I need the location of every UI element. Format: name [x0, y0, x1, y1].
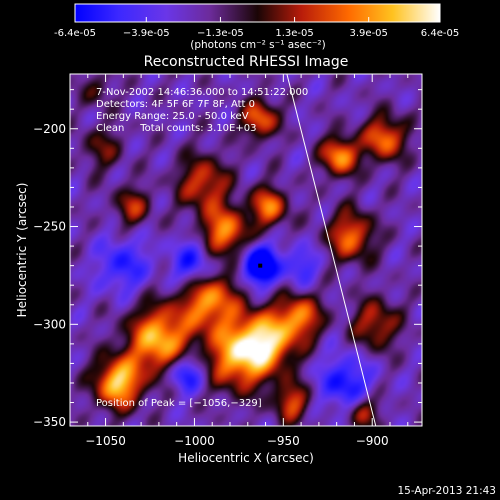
colorbar-tick-label: -6.4e-05: [54, 28, 96, 39]
plot-frame: [69, 73, 423, 427]
y-tick-label: −350: [33, 415, 66, 429]
colorbar-gradient: [74, 3, 441, 23]
y-tick-label: −250: [33, 220, 66, 234]
colorbar-tick-label: 3.9e-05: [350, 28, 388, 39]
colorbar-tick-label: 6.4e-05: [421, 28, 459, 39]
footer-timestamp: 15-Apr-2013 21:43: [397, 485, 496, 497]
annotation-clean-counts: Clean Total counts: 3.10E+03: [96, 123, 256, 134]
x-tick-label: −1050: [85, 434, 126, 448]
colorbar-tick-label: −3.9e-05: [123, 28, 170, 39]
colorbar-tick-label: −1.3e-05: [197, 28, 244, 39]
y-tick-label: −300: [33, 317, 66, 331]
y-axis: −200 −250 −300 −350: [33, 89, 422, 429]
annotation-time-range: 7-Nov-2002 14:46:36.000 to 14:51:22.000: [96, 87, 308, 98]
annotation-peak-position: Position of Peak = [−1056,−329]: [96, 398, 262, 409]
x-tick-label: −950: [267, 434, 300, 448]
heatmap-image: [70, 74, 422, 426]
x-axis-label: Heliocentric X (arcsec): [178, 451, 314, 465]
colorbar-unit-label: (photons cm⁻² s⁻¹ asec⁻²): [190, 39, 325, 51]
chart-title: Reconstructed RHESSI Image: [144, 54, 349, 70]
annotation-energy-range: Energy Range: 25.0 - 50.0 keV: [96, 111, 249, 122]
x-axis: −1050 −1000 −950 −900: [85, 74, 409, 448]
colorbar-tick-label: 1.3e-05: [275, 28, 313, 39]
y-tick-label: −200: [33, 122, 66, 136]
x-tick-label: −900: [356, 434, 389, 448]
colorbar-ticks: -6.4e-05 −3.9e-05 −1.3e-05 1.3e-05 3.9e-05 6.…: [54, 17, 459, 39]
solar-limb-line: [286, 74, 377, 426]
annotation-detectors: Detectors: 4F 5F 6F 7F 8F, Att 0: [96, 99, 255, 110]
y-axis-label: Heliocentric Y (arcsec): [15, 183, 29, 318]
colorbar: -6.4e-05 −3.9e-05 −1.3e-05 1.3e-05 3.9e-05 6.…: [54, 3, 459, 51]
x-tick-label: −1000: [174, 434, 215, 448]
minimum-marker: [258, 263, 263, 268]
annotation-block: 7-Nov-2002 14:46:36.000 to 14:51:22.000 …: [96, 87, 308, 409]
heatmap-plot-area: [70, 74, 422, 426]
